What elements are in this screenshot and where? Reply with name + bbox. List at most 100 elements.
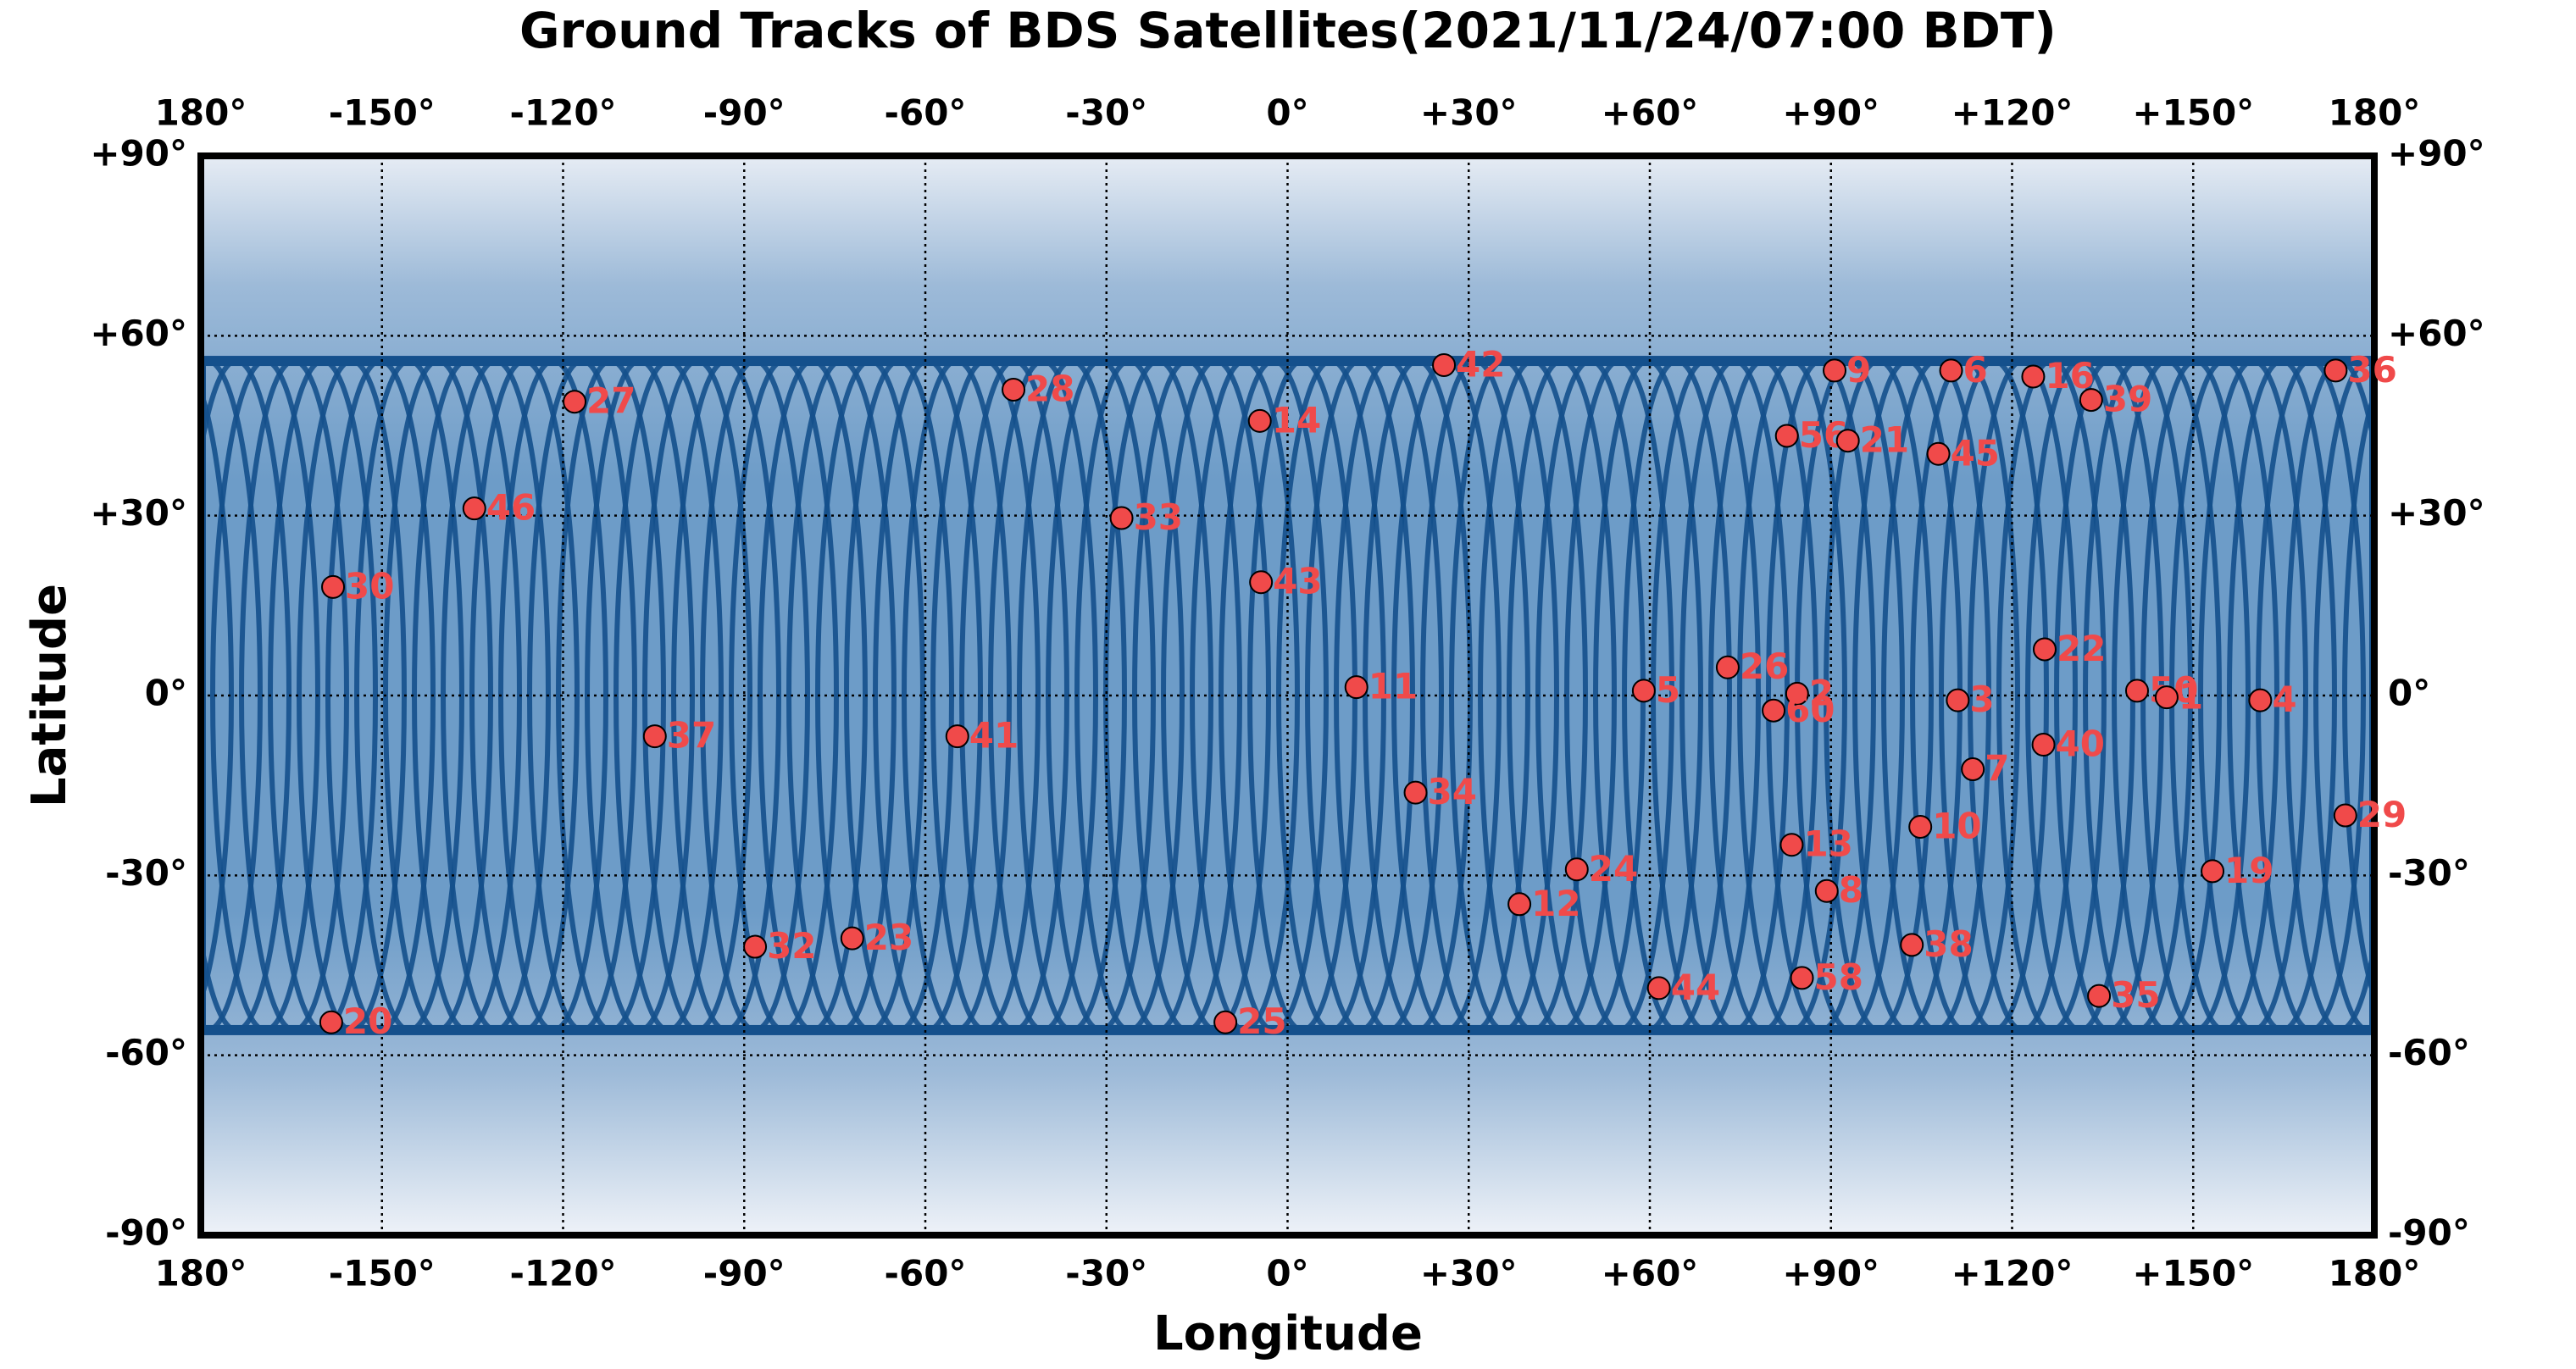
- satellite-label: 26: [1740, 646, 1789, 687]
- x-tick-label-top: -90°: [703, 92, 786, 134]
- satellite-point: [1564, 857, 1589, 882]
- satellite-label: 41: [969, 715, 1019, 757]
- y-tick-label-right: +30°: [2388, 492, 2485, 534]
- y-tick-label: 0°: [145, 673, 187, 714]
- satellite-point: [1247, 408, 1272, 433]
- satellite-point: [1961, 757, 1985, 782]
- satellite-label: 32: [767, 925, 816, 967]
- y-tick-label-right: +60°: [2388, 313, 2485, 354]
- x-tick-label-top: +90°: [1782, 92, 1879, 134]
- satellite-point: [1835, 429, 1860, 453]
- x-tick-label-top: 0°: [1266, 92, 1308, 134]
- satellite-point: [642, 724, 667, 749]
- x-tick-label: 180°: [2329, 1253, 2421, 1294]
- satellite-label: 44: [1671, 967, 1720, 1008]
- satellite-point: [2032, 637, 2057, 662]
- satellite-label: 2: [1809, 672, 1834, 713]
- x-tick-label: -90°: [703, 1253, 786, 1294]
- satellite-point: [1249, 570, 1274, 595]
- satellite-point: [2031, 733, 2056, 757]
- satellite-point: [1790, 966, 1814, 990]
- satellite-point: [319, 1010, 343, 1034]
- x-tick-label-top: -30°: [1065, 92, 1147, 134]
- satellite-point: [1814, 878, 1839, 903]
- satellite-label: 34: [1428, 771, 1477, 812]
- satellite-label: 39: [2103, 379, 2152, 420]
- satellite-label: 21: [1860, 419, 1909, 461]
- satellite-label: 7: [1985, 748, 2009, 790]
- x-tick-label: +90°: [1782, 1253, 1879, 1294]
- satellite-label: 20: [343, 1000, 392, 1042]
- satellite-label: 29: [2357, 794, 2407, 835]
- x-axis-label: Longitude: [1153, 1306, 1423, 1361]
- satellite-label: 24: [1589, 848, 1638, 890]
- satellite-label: 60: [1785, 689, 1835, 730]
- satellite-label: 40: [2056, 723, 2105, 765]
- satellite-point: [563, 390, 587, 414]
- x-tick-label: +150°: [2132, 1253, 2254, 1294]
- y-tick-label: +90°: [90, 133, 187, 175]
- satellite-point: [2087, 984, 2112, 1008]
- satellite-label: 37: [667, 715, 716, 757]
- x-tick-label-top: 180°: [2329, 92, 2421, 134]
- satellite-point: [2333, 803, 2357, 828]
- y-axis-label: Latitude: [22, 584, 77, 807]
- plot-frame: [197, 152, 2378, 1239]
- satellite-point: [1213, 1010, 1238, 1034]
- satellite-label: 5: [1656, 669, 1680, 711]
- satellite-label: 35: [2111, 974, 2160, 1016]
- satellite-label: 10: [1932, 806, 1981, 847]
- x-tick-label: -120°: [509, 1253, 616, 1294]
- satellite-label: 9: [1846, 349, 1871, 391]
- satellite-label: 22: [2057, 628, 2106, 669]
- satellite-point: [840, 926, 864, 951]
- y-tick-label-right: -90°: [2388, 1212, 2470, 1254]
- satellite-label: 12: [1531, 883, 1580, 924]
- chart-title: Ground Tracks of BDS Satellites(2021/11/…: [519, 2, 2057, 59]
- satellite-label: 36: [2347, 349, 2396, 391]
- x-tick-label: +30°: [1420, 1253, 1518, 1294]
- satellite-point: [1926, 441, 1951, 466]
- satellite-point: [1779, 833, 1804, 857]
- y-tick-label-right: -60°: [2388, 1032, 2470, 1073]
- satellite-label: 6: [1963, 349, 1988, 391]
- x-tick-label: +60°: [1602, 1253, 1699, 1294]
- x-tick-label-top: 180°: [155, 92, 247, 134]
- y-tick-label: +60°: [90, 313, 187, 354]
- x-tick-label: -30°: [1065, 1253, 1147, 1294]
- satellite-point: [945, 724, 969, 749]
- satellite-point: [1939, 358, 1963, 383]
- satellite-label: 23: [864, 917, 913, 958]
- x-tick-label-top: +120°: [1951, 92, 2074, 134]
- satellite-point: [2323, 358, 2348, 383]
- satellite-point: [321, 574, 346, 599]
- y-tick-label: +30°: [90, 492, 187, 534]
- satellite-point: [462, 496, 486, 521]
- x-tick-label: +120°: [1951, 1253, 2074, 1294]
- satellite-point: [1823, 358, 1847, 383]
- x-tick-label: 180°: [155, 1253, 247, 1294]
- satellite-point: [2021, 364, 2046, 389]
- y-tick-label: -60°: [105, 1032, 187, 1073]
- satellite-label: 58: [1814, 956, 1863, 998]
- satellite-label: 25: [1237, 1000, 1286, 1042]
- satellite-point: [1507, 892, 1532, 917]
- satellite-point: [1946, 688, 1970, 712]
- satellite-point: [2201, 859, 2225, 884]
- satellite-point: [1403, 780, 1428, 805]
- y-tick-label-right: -30°: [2388, 852, 2470, 894]
- satellite-label: 3: [1969, 679, 1994, 720]
- satellite-label: 28: [1025, 369, 1074, 410]
- x-tick-label-top: -150°: [329, 92, 436, 134]
- satellite-point: [2124, 679, 2149, 703]
- x-tick-label-top: +150°: [2132, 92, 2254, 134]
- x-tick-label: -150°: [329, 1253, 436, 1294]
- y-tick-label: -90°: [105, 1212, 187, 1254]
- satellite-point: [1344, 675, 1368, 700]
- y-tick-label: -30°: [105, 852, 187, 894]
- satellite-label: 46: [486, 487, 536, 529]
- y-tick-label-right: 0°: [2388, 673, 2430, 714]
- x-tick-label: 0°: [1266, 1253, 1308, 1294]
- satellite-label: 4: [2272, 679, 2296, 720]
- satellite-point: [1109, 506, 1134, 530]
